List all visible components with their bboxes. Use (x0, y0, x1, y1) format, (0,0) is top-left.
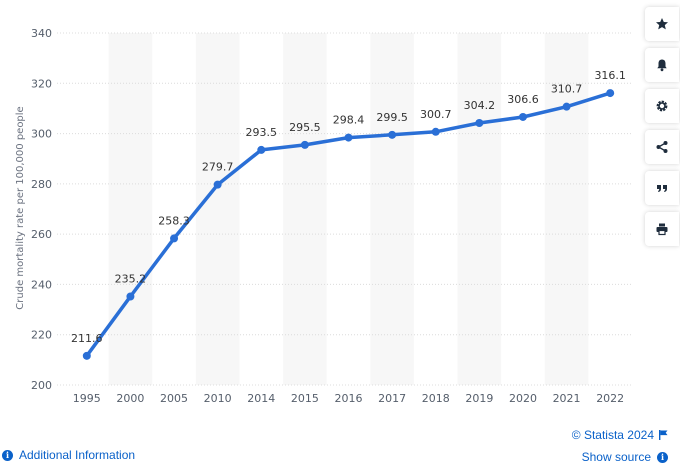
data-label: 310.7 (551, 83, 583, 96)
info-icon: i (2, 449, 13, 461)
data-label: 211.6 (71, 332, 103, 345)
data-point[interactable] (431, 127, 440, 136)
copyright-label: © Statista 2024 (571, 428, 654, 442)
favorite-button[interactable] (645, 7, 679, 41)
data-point[interactable] (82, 351, 91, 360)
x-tick-label: 2022 (596, 392, 624, 405)
star-icon (656, 18, 668, 30)
x-tick-label: 2016 (335, 392, 363, 405)
y-tick-label: 280 (31, 178, 52, 191)
y-tick-label: 300 (31, 128, 52, 141)
y-tick-label: 200 (31, 379, 52, 392)
show-source-label: Show source (581, 450, 651, 464)
category-bands (108, 33, 589, 385)
x-tick-label: 2015 (291, 392, 319, 405)
data-label: 306.6 (507, 93, 539, 106)
data-point[interactable] (257, 145, 266, 154)
additional-information-link[interactable]: i Additional Information (2, 448, 135, 462)
data-point[interactable] (126, 292, 135, 301)
share-button[interactable] (645, 130, 679, 164)
x-tick-label: 2000 (116, 392, 144, 405)
data-label: 295.5 (289, 121, 321, 134)
flag-icon (659, 430, 668, 440)
x-axis-ticks: 1995 2000 2005 2010 2014 2015 2016 2017 2018 2019… (73, 392, 624, 405)
data-labels: 211.6 235.2 258.3 279.7 293.5 295.5 298.4 299.5… (71, 69, 626, 345)
source-info-icon: i (657, 451, 668, 463)
data-point[interactable] (606, 89, 615, 98)
data-label: 235.2 (115, 272, 147, 285)
share-icon (656, 141, 668, 153)
y-tick-label: 240 (31, 278, 52, 291)
cite-button[interactable] (645, 171, 679, 205)
settings-button[interactable] (645, 89, 679, 123)
copyright-notice[interactable]: © Statista 2024 (572, 428, 668, 442)
data-label: 300.7 (420, 108, 452, 121)
print-button[interactable] (645, 212, 679, 246)
data-point[interactable] (475, 119, 484, 128)
additional-information-label: Additional Information (19, 448, 136, 462)
data-point[interactable] (170, 234, 179, 243)
y-tick-label: 260 (31, 228, 52, 241)
data-label: 298.4 (333, 114, 365, 127)
x-tick-label: 2014 (247, 392, 275, 405)
category-band (457, 33, 502, 385)
data-point[interactable] (344, 133, 353, 142)
category-band (283, 33, 327, 385)
show-source-link[interactable]: Show source i (582, 450, 668, 464)
x-tick-label: 2020 (509, 392, 537, 405)
x-tick-label: 2010 (204, 392, 232, 405)
y-tick-label: 340 (31, 27, 52, 40)
data-point[interactable] (300, 140, 309, 149)
x-tick-label: 2017 (378, 392, 406, 405)
category-band (195, 33, 240, 385)
bell-icon (657, 59, 667, 72)
chart-toolbar (645, 7, 679, 253)
category-band (544, 33, 589, 385)
y-axis-label: Crude mortality rate per 100,000 people (15, 106, 26, 309)
data-label: 293.5 (246, 126, 278, 139)
y-tick-label: 320 (31, 77, 52, 90)
x-tick-label: 2005 (160, 392, 188, 405)
x-tick-label: 2018 (422, 392, 450, 405)
data-label: 304.2 (464, 99, 496, 112)
x-tick-label: 1995 (73, 392, 101, 405)
y-tick-label: 220 (31, 329, 52, 342)
data-point[interactable] (562, 102, 571, 111)
line-chart: 200 220 240 260 280 300 320 340 1995 2000 2005 201… (15, 27, 632, 405)
data-label: 258.3 (158, 214, 190, 227)
data-point[interactable] (518, 112, 527, 121)
x-tick-label: 2021 (553, 392, 581, 405)
y-axis-ticks: 200 220 240 260 280 300 320 340 (31, 27, 52, 392)
data-label: 316.1 (594, 69, 626, 82)
data-point[interactable] (388, 130, 397, 139)
print-icon (656, 223, 668, 236)
data-label: 279.7 (202, 161, 234, 174)
data-label: 299.5 (376, 111, 408, 124)
notification-button[interactable] (645, 48, 679, 82)
category-band (370, 33, 414, 385)
category-band (108, 33, 153, 385)
quote-icon (657, 185, 667, 192)
gear-icon (656, 100, 668, 112)
x-tick-label: 2019 (465, 392, 493, 405)
data-point[interactable] (213, 180, 222, 189)
data-points (82, 89, 615, 360)
